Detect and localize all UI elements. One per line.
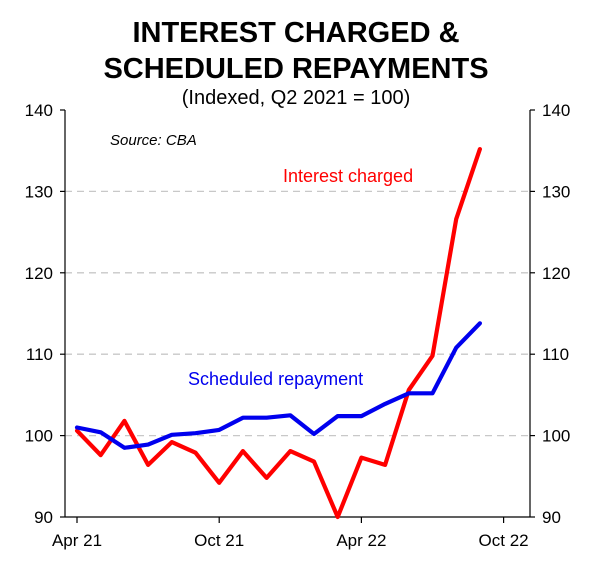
y-tick-left-90: 90: [34, 508, 53, 527]
y-tick-right-110: 110: [542, 345, 569, 364]
axes: [60, 109, 535, 523]
y-tick-left-120: 120: [25, 264, 53, 283]
tick-labels: 90 90 100 100 110 110 120 120 130 130 140 140 Apr 21…: [25, 101, 571, 550]
chart-title-line1: INTEREST CHARGED &: [132, 17, 459, 49]
series: [74, 147, 482, 520]
chart-title-line2: SCHEDULED REPAYMENTS: [103, 53, 488, 85]
series-label-scheduled-repayment: Scheduled repayment: [188, 369, 363, 389]
series-line-1: [74, 321, 482, 450]
y-tick-right-90: 90: [542, 508, 561, 527]
series-line-0: [74, 147, 482, 520]
x-tick-label-0: Apr 21: [52, 531, 102, 550]
y-tick-right-140: 140: [542, 101, 570, 120]
y-tick-left-130: 130: [25, 182, 53, 201]
chart-subtitle: (Indexed, Q2 2021 = 100): [182, 87, 411, 109]
source-note: Source: CBA: [110, 132, 197, 149]
gridlines: [65, 190, 530, 437]
x-tick-label-6: Oct 21: [194, 531, 244, 550]
x-tick-label-12: Apr 22: [336, 531, 386, 550]
y-tick-left-100: 100: [25, 427, 53, 446]
y-tick-right-120: 120: [542, 264, 570, 283]
y-tick-right-100: 100: [542, 427, 570, 446]
series-label-interest-charged: Interest charged: [283, 166, 413, 186]
y-tick-left-140: 140: [25, 101, 53, 120]
y-tick-left-110: 110: [26, 345, 53, 364]
y-tick-right-130: 130: [542, 182, 570, 201]
x-tick-label-18: Oct 22: [479, 531, 529, 550]
